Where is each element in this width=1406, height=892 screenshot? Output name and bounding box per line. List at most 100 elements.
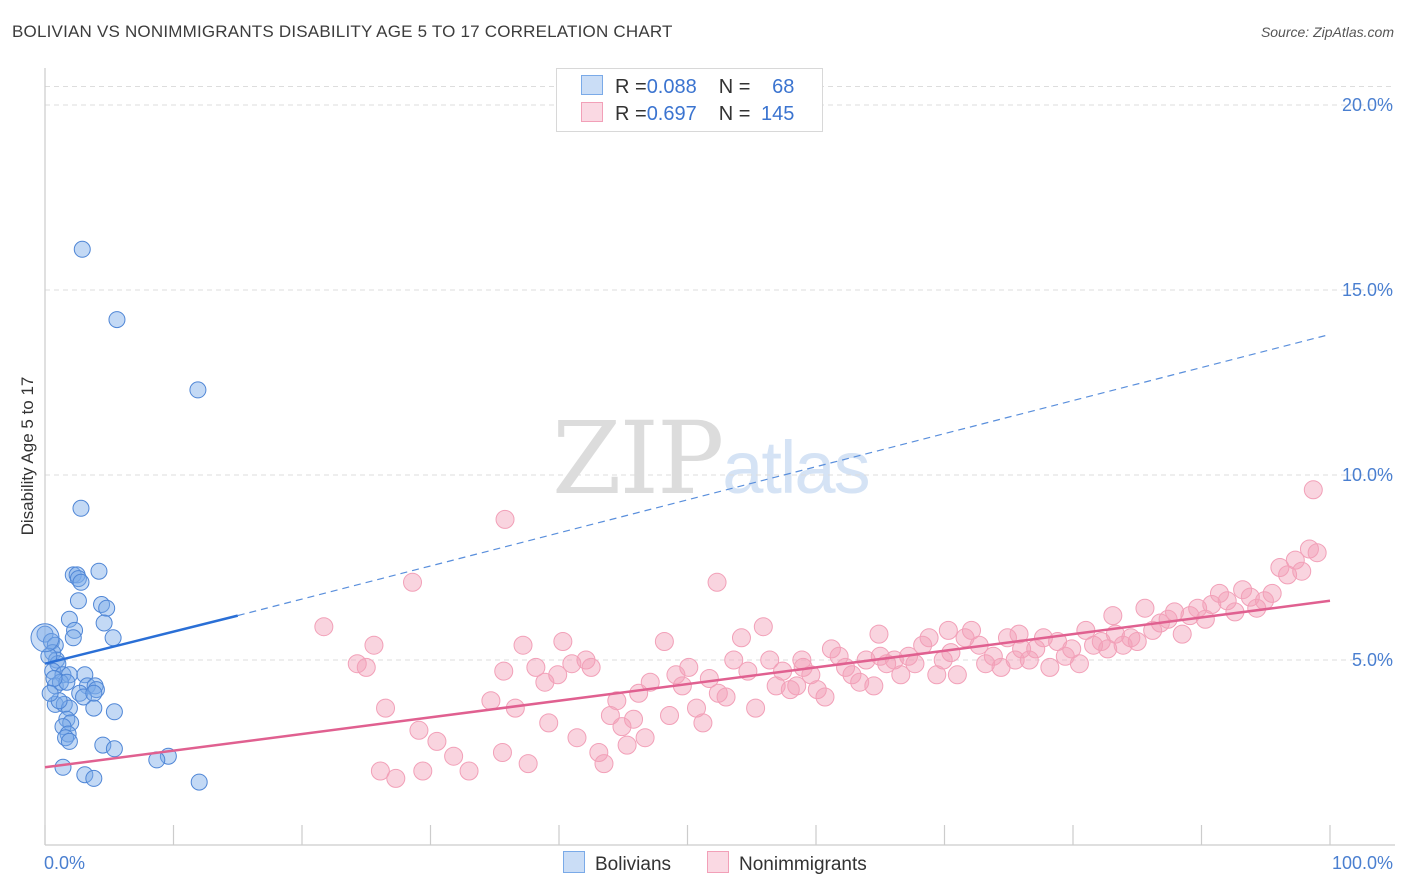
axes: [44, 68, 1395, 846]
nonimmigrant-point: [1143, 620, 1163, 640]
nonimmigrant-point: [1285, 550, 1305, 570]
series-bolivians: [30, 240, 208, 791]
axis-labels: 5.0% 10.0% 15.0% 20.0% 0.0% 100.0% Disability …: [18, 95, 1393, 873]
bolivian-point: [104, 629, 122, 647]
nonimmigrant-point: [364, 635, 384, 655]
nonimmigrant-point: [679, 657, 699, 677]
nonimmigrant-point: [1270, 558, 1290, 577]
nonimmigrant-point: [370, 761, 390, 781]
nonimmigrant-point: [1262, 583, 1282, 603]
nonimmigrant-point: [1098, 639, 1118, 659]
bolivian-point: [40, 647, 58, 665]
bolivian-point: [105, 740, 123, 758]
nonimmigrant-point: [1172, 624, 1192, 644]
bolivian-point: [72, 573, 90, 591]
nonimmigrant-point: [539, 713, 559, 733]
nonimmigrant-point: [787, 676, 807, 696]
nonimmigrant-point: [1127, 632, 1147, 651]
bolivian-point: [95, 614, 113, 632]
y-tick-label: 20.0%: [1342, 95, 1393, 115]
nonimmigrant-point: [635, 728, 655, 748]
legend-r-label: R =: [615, 103, 647, 125]
bolivian-point: [30, 623, 60, 653]
nonimmigrant-point: [495, 509, 515, 529]
bolivian-point: [190, 773, 208, 791]
nonimmigrant-point: [1278, 565, 1298, 585]
nonimmigrant-point: [693, 713, 713, 733]
nonimmigrant-point: [821, 639, 841, 659]
nonimmigrant-point: [1292, 561, 1312, 581]
nonimmigrant-point: [553, 632, 573, 651]
nonimmigrant-point: [526, 657, 546, 677]
nonimmigrant-point: [1069, 654, 1089, 674]
nonimmigrant-point: [760, 650, 780, 670]
x-tick-label: 100.0%: [1332, 853, 1393, 873]
legend-n-label: N =: [718, 76, 751, 98]
nonimmigrant-point: [1307, 543, 1327, 563]
nonimmigrant-point: [724, 650, 744, 670]
bolivian-point: [64, 629, 82, 647]
nonimmigrant-point: [850, 672, 870, 692]
legend-row-bolivians: R = 0.088 N = 68: [581, 75, 794, 99]
bottom-legend-swatch-nonimmigrants: [707, 851, 729, 873]
nonimmigrant-point: [518, 754, 538, 774]
y-tick-label: 5.0%: [1352, 650, 1393, 670]
nonimmigrant-point: [594, 754, 614, 774]
nonimmigrant-point: [731, 628, 751, 648]
y-tick-label: 15.0%: [1342, 280, 1393, 300]
nonimmigrant-point: [1135, 598, 1155, 618]
nonimmigrant-point: [1202, 595, 1222, 614]
watermark-atlas: atlas: [722, 426, 870, 509]
legend-n-label: N =: [718, 103, 751, 125]
nonimmigrant-point: [891, 665, 911, 685]
nonimmigrant-point: [607, 691, 627, 711]
nonimmigrant-point: [905, 654, 925, 674]
nonimmigrant-point: [1209, 583, 1229, 603]
bottom-legend-swatch-bolivians: [563, 851, 585, 873]
nonimmigrants-trend-line: [44, 599, 1331, 769]
x-tick-label: 0.0%: [44, 853, 85, 873]
nonimmigrant-point: [1009, 624, 1029, 644]
bolivian-point: [50, 692, 68, 710]
nonimmigrant-point: [624, 709, 644, 729]
nonimmigrant-point: [864, 676, 884, 696]
nonimmigrant-point: [1158, 609, 1178, 629]
nonimmigrant-point: [562, 654, 582, 674]
nonimmigrant-point: [938, 620, 958, 640]
chart-title: BOLIVIAN VS NONIMMIGRANTS DISABILITY AGE…: [12, 22, 673, 41]
nonimmigrant-point: [842, 665, 862, 685]
bolivian-point: [72, 499, 90, 517]
nonimmigrant-point: [581, 657, 601, 677]
bolivian-point: [58, 673, 76, 691]
nonimmigrant-point: [869, 624, 889, 644]
legend-swatch-nonimmigrants: [581, 102, 603, 122]
bottom-legend-bolivians: Bolivians: [563, 851, 671, 876]
nonimmigrant-point: [807, 680, 827, 700]
bolivian-point: [69, 592, 87, 610]
nonimmigrant-point: [1217, 591, 1237, 611]
nonimmigrant-point: [494, 661, 514, 681]
nonimmigrant-point: [947, 665, 967, 685]
bolivian-point: [60, 732, 78, 750]
legend-r-value: 0.088: [646, 76, 697, 98]
bolivian-point: [105, 703, 123, 721]
y-tick-label: 10.0%: [1342, 465, 1393, 485]
nonimmigrant-point: [413, 761, 433, 781]
bolivians-trend-extension: [237, 333, 1331, 617]
nonimmigrant-point: [403, 572, 423, 592]
source-credit: Source: ZipAtlas.com: [1260, 24, 1394, 40]
nonimmigrant-point: [792, 650, 812, 670]
bolivian-point: [85, 684, 103, 702]
nonimmigrant-point: [1233, 580, 1253, 600]
trend-lines: [44, 333, 1331, 769]
correlation-legend: R = 0.088 N = 68 R = 0.697 N = 145: [556, 68, 823, 132]
nonimmigrant-point: [548, 665, 568, 685]
legend-n-value: 68: [772, 76, 795, 98]
nonimmigrant-point: [427, 731, 447, 751]
bolivian-point: [98, 599, 116, 617]
bolivian-point: [108, 311, 126, 329]
bolivian-point: [189, 381, 207, 399]
bolivian-point: [76, 666, 94, 684]
legend-row-nonimmigrants: R = 0.697 N = 145: [581, 102, 794, 126]
